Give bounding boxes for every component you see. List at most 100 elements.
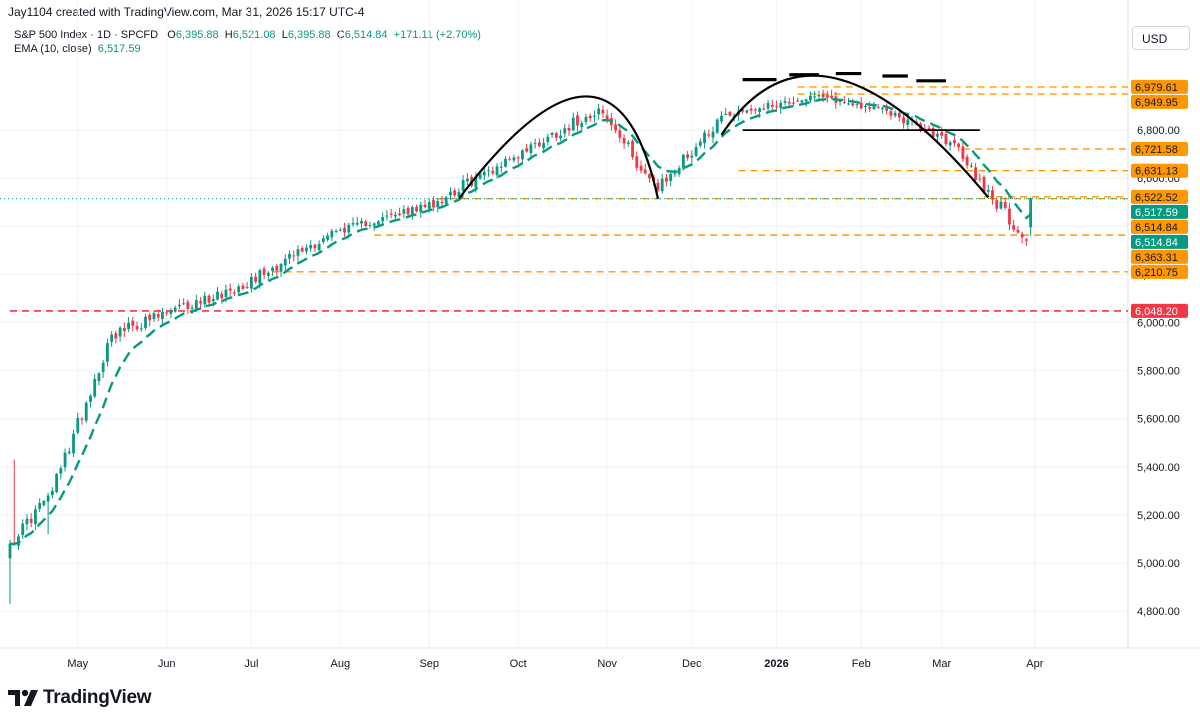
candle-body [423, 204, 427, 208]
ema-legend[interactable]: EMA (10, close) 6,517.59 [14, 43, 141, 55]
candle-up [597, 103, 601, 120]
candle-body [804, 99, 808, 102]
candle-up [864, 104, 867, 113]
time-tick-label: Apr [1026, 658, 1043, 670]
candle-body [902, 117, 905, 124]
candle-body [237, 286, 241, 293]
candle-body [855, 104, 859, 106]
high-label: H [224, 29, 233, 41]
candle-up [317, 240, 321, 252]
price-label-bg [1131, 249, 1188, 264]
candle-body [711, 131, 715, 138]
tradingview-logo-icon [8, 689, 38, 706]
candle-body [50, 490, 54, 496]
candle-body [559, 135, 562, 139]
tradingview-logo-text: TradingView [43, 687, 152, 708]
candle-up [881, 107, 884, 114]
candle-up [296, 245, 300, 262]
candle-body [360, 221, 363, 224]
candle-body [864, 106, 867, 108]
price-label-text: 6,949.95 [1135, 97, 1178, 109]
candle-body [8, 543, 12, 559]
candle-body [415, 206, 418, 212]
time-tick-label: Jun [158, 658, 176, 670]
candle-body [72, 433, 75, 454]
symbol-name[interactable]: S&P 500 Index · 1D · SPCFD [14, 29, 159, 41]
candle-body [93, 378, 97, 397]
candle-body [601, 109, 605, 114]
candle-up [457, 188, 461, 198]
candle-up [182, 298, 186, 306]
candle-body [720, 115, 723, 122]
candle-body [118, 327, 122, 337]
candle-down [275, 264, 279, 276]
candle-body [758, 108, 761, 113]
candle-body [622, 137, 626, 144]
candle-up [800, 99, 804, 104]
candle-up [999, 196, 1003, 210]
candle-up [279, 262, 283, 277]
candle-body [402, 209, 406, 214]
candle-body [110, 334, 114, 342]
candle-body [906, 119, 910, 126]
candle-up [334, 228, 338, 234]
candle-body [25, 518, 29, 525]
candle-body [245, 286, 249, 288]
candle-body [770, 104, 774, 107]
candle-body [275, 265, 279, 271]
candle-body [152, 313, 156, 320]
tradingview-logo[interactable]: TradingView [8, 687, 152, 709]
candle-body [571, 117, 575, 131]
candle-body [135, 326, 139, 330]
time-tick-label: Feb [852, 658, 871, 670]
candle-body [211, 299, 215, 302]
candle-down [313, 243, 317, 253]
candle-body [271, 267, 274, 272]
candle-body [313, 244, 317, 249]
candle-up [559, 129, 562, 142]
candle-body [698, 141, 702, 146]
right-arc [720, 74, 990, 199]
candle-down [207, 293, 211, 306]
candle-up [360, 218, 363, 228]
candle-up [237, 283, 241, 295]
candle-body [169, 311, 173, 314]
candle-body [876, 106, 880, 108]
candle-down [902, 113, 905, 129]
candle-up [110, 331, 114, 347]
candle-body [741, 109, 745, 112]
candle-down [254, 272, 258, 284]
price-label-text: 6,517.59 [1135, 207, 1178, 219]
candle-down [220, 290, 224, 304]
candle-down [1016, 225, 1020, 234]
candle-body [59, 468, 63, 474]
candle-body [42, 500, 46, 506]
candle-body [775, 106, 778, 108]
price-label: 6,949.95 [1131, 94, 1188, 109]
candle-body [504, 158, 507, 167]
currency-button[interactable]: USD [1132, 26, 1190, 50]
candle-down [245, 281, 249, 289]
candle-body [1016, 229, 1020, 233]
candle-body [957, 143, 961, 148]
candle-body [1020, 233, 1024, 238]
candle-down [944, 130, 948, 147]
candle-body [787, 102, 791, 104]
candle-down [622, 134, 626, 149]
candle-up [893, 110, 897, 118]
ohlc-legend: S&P 500 Index · 1D · SPCFD O6,395.88 H6,… [14, 29, 481, 41]
candle-body [194, 300, 198, 309]
candle-body [165, 312, 169, 314]
price-label-bg [1131, 204, 1188, 219]
candle-up [410, 205, 414, 220]
candle-up [571, 112, 575, 132]
price-label-bg [1131, 163, 1188, 178]
candle-body [681, 154, 685, 168]
time-axis[interactable]: May Jun Jul Aug Sep Oct Nov Dec 2026 Feb Mar Apr [67, 658, 1043, 670]
candle-body [512, 157, 516, 161]
grid-lines [0, 0, 1128, 648]
price-label-bg [1131, 264, 1188, 279]
candle-down [554, 131, 558, 141]
candle-body [508, 158, 512, 160]
